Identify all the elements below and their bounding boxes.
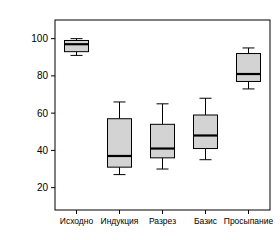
box xyxy=(108,119,132,167)
lower-whisker xyxy=(162,158,163,169)
x-tick-label: Индукция xyxy=(101,216,139,226)
x-tick xyxy=(205,210,206,214)
x-tick xyxy=(248,210,249,214)
x-tick xyxy=(162,210,163,214)
y-tick-label: 60 xyxy=(37,108,49,119)
min-cap xyxy=(71,55,83,56)
max-cap xyxy=(71,38,83,39)
box-group xyxy=(151,104,175,169)
lower-whisker xyxy=(119,167,120,174)
lower-whisker xyxy=(76,52,77,56)
median-line xyxy=(108,155,132,157)
x-tick-label: Разрез xyxy=(149,216,176,226)
max-cap xyxy=(157,103,169,104)
x-tick xyxy=(119,210,120,214)
min-cap xyxy=(243,88,255,89)
x-tick xyxy=(76,210,77,214)
box-group xyxy=(194,98,218,159)
y-tick-label: 100 xyxy=(31,33,48,44)
box xyxy=(237,54,261,82)
chart-container: 20 40 60 80 100 Исходно Индукция Разрез Базис Про… xyxy=(0,0,280,240)
chart-svg: 20 40 60 80 100 Исходно Индукция Разрез Базис Про… xyxy=(0,0,280,240)
min-cap xyxy=(157,169,169,170)
upper-whisker xyxy=(162,104,163,124)
y-tick-label: 80 xyxy=(37,70,49,81)
max-cap xyxy=(200,98,212,99)
min-cap xyxy=(114,174,126,175)
min-cap xyxy=(200,159,212,160)
upper-whisker xyxy=(119,102,120,119)
boxes xyxy=(65,39,261,175)
x-tick-label: Базис xyxy=(194,216,218,226)
x-tick-label: Исходно xyxy=(60,216,94,226)
median-line xyxy=(194,134,218,136)
y-tick xyxy=(51,150,55,151)
y-tick xyxy=(51,187,55,188)
box-group xyxy=(237,48,261,89)
plot-frame xyxy=(55,20,270,210)
box-group xyxy=(65,39,89,56)
upper-whisker xyxy=(248,48,249,54)
median-line xyxy=(151,147,175,149)
y-tick-label: 20 xyxy=(37,182,49,193)
max-cap xyxy=(114,101,126,102)
median-line xyxy=(237,73,261,75)
box xyxy=(194,115,218,149)
y-tick xyxy=(51,75,55,76)
lower-whisker xyxy=(205,149,206,160)
y-tick xyxy=(51,113,55,114)
box xyxy=(151,124,175,158)
y-tick xyxy=(51,38,55,39)
y-tick-label: 40 xyxy=(37,145,49,156)
lower-whisker xyxy=(248,81,249,88)
upper-whisker xyxy=(205,98,206,115)
box xyxy=(65,40,89,51)
median-line xyxy=(65,43,89,45)
box-group xyxy=(108,102,132,175)
max-cap xyxy=(243,47,255,48)
x-tick-label: Просыпание xyxy=(224,216,274,226)
